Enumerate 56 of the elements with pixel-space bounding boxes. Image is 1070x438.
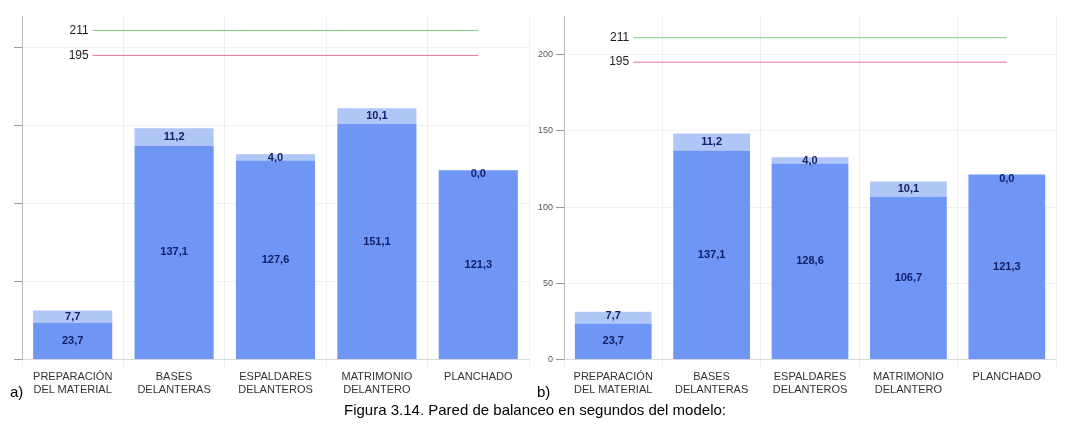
bar xyxy=(673,150,750,360)
y-tick-label: 150 xyxy=(537,125,554,136)
text: 23,7 xyxy=(602,334,624,347)
bar xyxy=(134,145,214,360)
ref-line-label: 211 xyxy=(69,22,90,37)
x-tick-label: PLANCHADO xyxy=(972,370,1042,383)
bar xyxy=(870,196,947,360)
bar xyxy=(438,170,518,360)
y-tick-label: 0 xyxy=(548,354,554,365)
text: 10,1 xyxy=(897,182,920,195)
text: 127,6 xyxy=(261,252,290,265)
text: 121,3 xyxy=(464,257,493,270)
x-tick-label: PLANCHADO xyxy=(444,370,513,383)
text: 4,0 xyxy=(802,154,818,167)
bar xyxy=(337,123,417,360)
bar xyxy=(235,154,316,161)
bar xyxy=(673,133,750,151)
bar xyxy=(574,323,652,360)
text: a) xyxy=(10,383,24,400)
x-tick-label: PREPARACIÓN DEL MATERIAL xyxy=(33,370,113,396)
ref-line-label: 195 xyxy=(609,54,630,69)
text: 7,7 xyxy=(65,309,81,322)
text: 0,0 xyxy=(470,167,486,180)
text: 128,6 xyxy=(796,254,824,267)
text: 0,0 xyxy=(999,171,1015,184)
x-tick-label: ESPALDARES DELANTEROS xyxy=(238,370,313,396)
text: 137,1 xyxy=(697,247,726,260)
x-tick-label: MATRIMONIO DELANTERO xyxy=(341,370,413,396)
text: 4,0 xyxy=(267,151,284,164)
text: 137,1 xyxy=(160,245,188,258)
x-tick-label: ESPALDARES DELANTEROS xyxy=(772,370,848,396)
text: 11,2 xyxy=(163,130,185,143)
text: Figura 3.14. Pared de balanceo en segundos del modelo: xyxy=(343,400,727,420)
bar xyxy=(968,174,1046,360)
text: 7,7 xyxy=(605,308,621,321)
bar xyxy=(33,310,113,323)
text: 11,2 xyxy=(701,134,723,147)
y-tick-label: 50 xyxy=(543,277,554,288)
x-tick-label: BASES DELANTERAS xyxy=(674,370,749,396)
ref-line-label: 211 xyxy=(610,30,630,45)
ref-line-label: 195 xyxy=(68,47,90,62)
bar xyxy=(870,181,947,197)
text: 106,7 xyxy=(894,271,923,283)
text: 151,1 xyxy=(363,234,391,247)
y-tick-label: 100 xyxy=(537,201,554,212)
text: 121,3 xyxy=(993,259,1021,272)
x-tick-label: BASES DELANTERAS xyxy=(137,370,211,396)
text: 10,1 xyxy=(366,109,388,122)
x-tick-label: PREPARACIÓN DEL MATERIAL xyxy=(573,370,653,396)
bar xyxy=(33,322,113,360)
text: b) xyxy=(537,383,551,400)
bar xyxy=(337,108,417,124)
y-tick-label: 200 xyxy=(537,49,554,60)
x-tick-label: MATRIMONIO DELANTERO xyxy=(873,370,945,396)
bar xyxy=(134,128,214,146)
text: 23,7 xyxy=(61,333,84,346)
